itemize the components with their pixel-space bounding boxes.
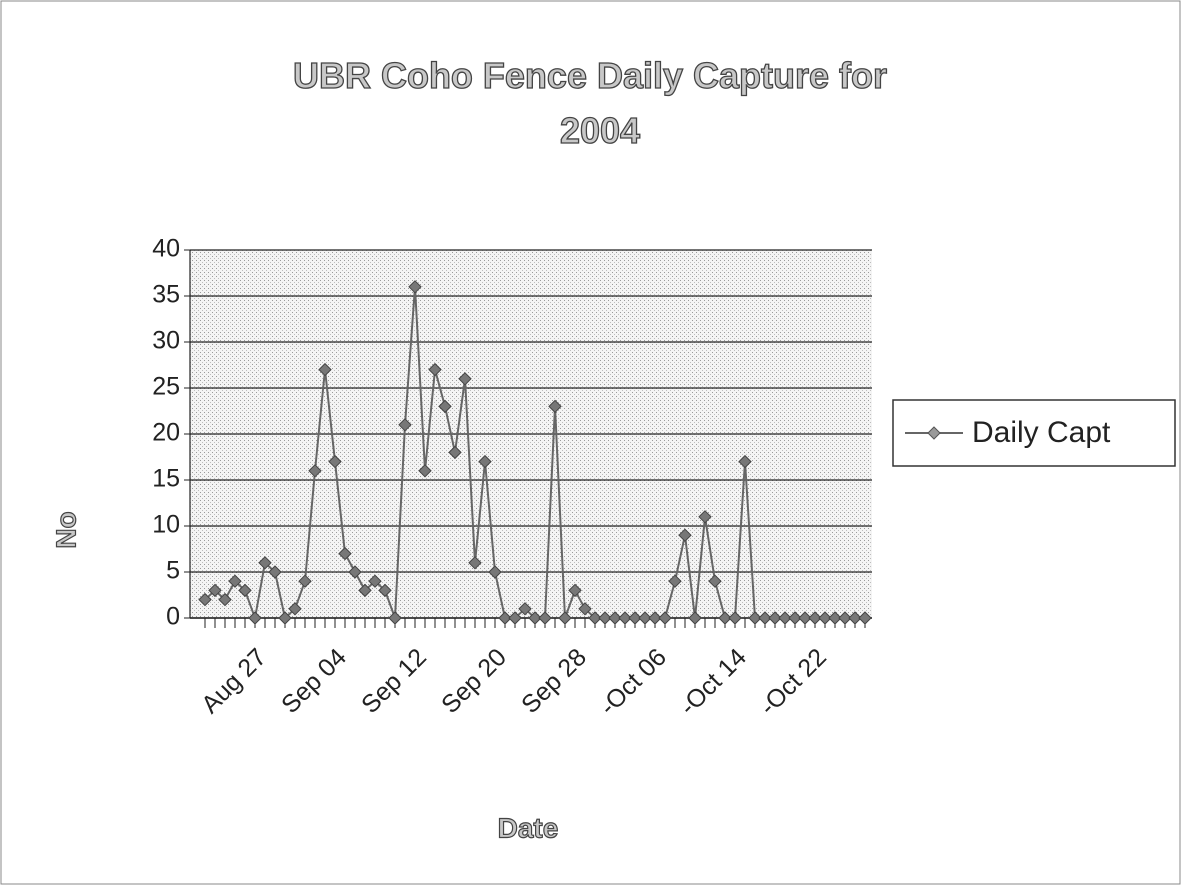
data-point [688,611,702,625]
data-point [228,574,242,588]
data-point [808,611,822,625]
data-point [788,611,802,625]
data-point [348,565,362,579]
data-point [418,464,432,478]
data-point [378,583,392,598]
y-tick-label: 35 [152,281,180,309]
data-point [338,546,352,561]
data-point [358,583,372,598]
data-point [268,565,282,579]
data-point [478,454,492,469]
data-point [528,611,542,625]
data-point [408,280,422,294]
data-point [718,611,732,625]
data-point [768,611,782,625]
data-point [608,611,622,625]
x-tick-label: Sep 20 [436,643,512,719]
data-point [818,611,832,625]
data-point [518,602,532,616]
data-point [308,464,322,478]
data-point [438,399,452,414]
data-point [198,592,212,607]
data-point [238,583,252,598]
y-tick-label: 20 [152,419,180,447]
data-point [728,611,742,625]
legend-marker [927,426,941,440]
y-tick-label: 15 [152,465,180,493]
data-point [318,362,332,377]
y-tick-label: 0 [166,603,180,631]
data-point [618,611,632,625]
legend: Daily Capt [892,399,1176,467]
y-tick-label: 5 [166,557,180,585]
x-tick-label: Sep 12 [356,643,432,719]
data-point [708,574,722,588]
data-point [588,611,602,625]
data-point [328,454,342,469]
y-tick-label: 30 [152,327,180,355]
data-point [218,592,232,607]
data-point [248,611,262,625]
data-point [758,611,772,625]
x-axis-title: Date [498,812,559,843]
data-point [778,611,792,625]
data-point [468,556,482,570]
chart-title: UBR Coho Fence Daily Capture for 2004 [293,55,887,151]
data-point [828,611,842,625]
title-line: 2004 [560,110,640,151]
data-point [848,611,862,625]
data-point [598,611,612,625]
data-point [838,611,852,625]
data-point [538,611,552,625]
data-point [398,418,412,432]
data-point [858,611,872,625]
x-tick-label: Sep 04 [276,643,352,719]
data-point [258,556,272,570]
data-point [288,602,302,616]
x-tick-label: -Oct 22 [754,643,832,721]
x-tick-label: Sep 28 [516,643,592,719]
data-point [298,574,312,588]
x-tick-label: Aug 27 [196,643,272,719]
data-point [448,445,462,460]
data-point [798,611,812,625]
data-point [678,528,692,542]
y-tick-label: 10 [152,511,180,539]
data-point [558,611,572,625]
y-axis-title: No [50,511,81,548]
data-point [208,583,222,598]
data-point [488,565,502,579]
data-point [508,611,522,625]
data-point [368,574,382,588]
x-tick-label: -Oct 14 [674,643,752,721]
data-point [628,611,642,625]
x-tick-label: -Oct 06 [594,643,672,721]
data-point [388,611,402,625]
data-point [738,454,752,469]
data-point [698,510,712,524]
data-point [668,574,682,588]
data-point [658,611,672,625]
data-point [638,611,652,625]
data-point [428,362,442,377]
data-point [548,399,562,414]
data-point [568,583,582,598]
data-point [748,611,762,625]
y-tick-label: 40 [152,235,180,263]
title-line: UBR Coho Fence Daily Capture for [293,55,887,96]
data-point [278,611,292,625]
y-tick-label: 25 [152,373,180,401]
data-point [578,602,592,616]
data-point [458,372,472,386]
data-point [648,611,662,625]
data-point [498,611,512,625]
legend-label: Daily Capt [972,416,1111,449]
